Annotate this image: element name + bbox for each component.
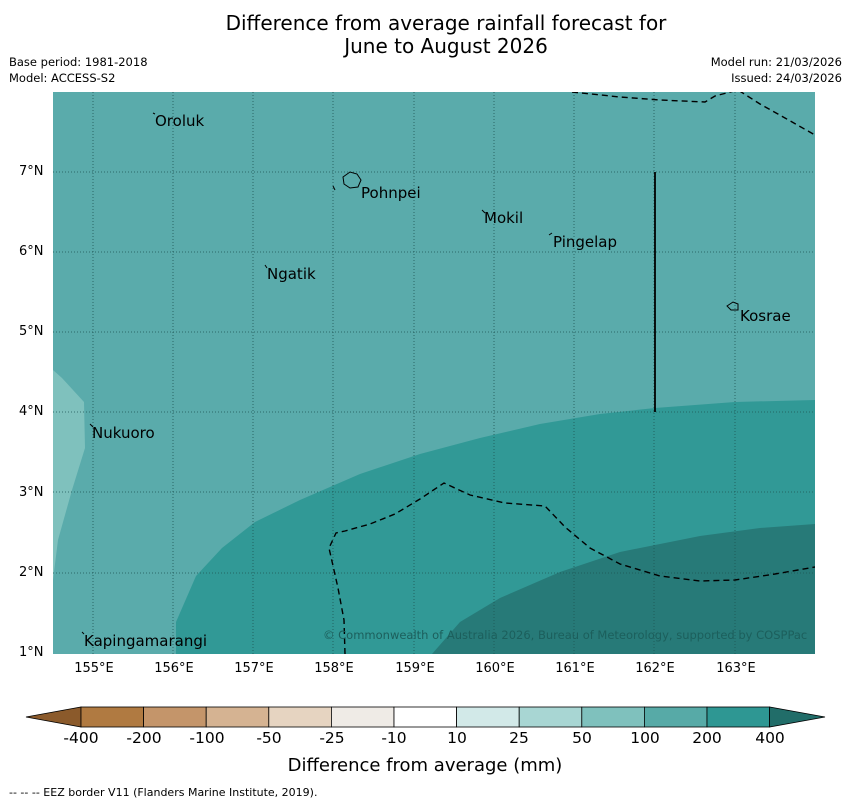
lon-label-161e: 161°E — [555, 661, 595, 676]
place-mokil: Mokil — [484, 209, 524, 227]
cbar-swatch — [393, 706, 457, 728]
cbar-swatch — [518, 706, 583, 728]
band-above-400 — [432, 524, 815, 654]
place-pingelap: Pingelap — [553, 233, 618, 251]
cbar-swatch — [330, 706, 395, 728]
place-oroluk: Oroluk — [155, 112, 205, 130]
lat-label-3n: 3°N — [19, 485, 44, 500]
cbar-swatch — [143, 706, 207, 728]
place-nukuoro: Nukuoro — [92, 424, 155, 442]
place-kapingamarangi: Kapingamarangi — [84, 632, 208, 650]
title-line-1: Difference from average rainfall forecas… — [225, 11, 667, 35]
cbar-swatch — [456, 706, 520, 728]
cbar-tick: 10 — [447, 729, 467, 747]
cbar-tick: 400 — [755, 729, 785, 747]
meta-left: Base period: 1981-2018 Model: ACCESS-S2 — [9, 54, 148, 86]
lat-label-6n: 6°N — [19, 244, 44, 259]
meta-right: Model run: 21/03/2026 Issued: 24/03/2026 — [711, 54, 842, 86]
cbar-swatch — [268, 706, 332, 728]
gridlines — [53, 92, 815, 654]
issued-date: Issued: 24/03/2026 — [731, 71, 842, 85]
cbar-tick: -25 — [319, 729, 345, 747]
cbar-tick: -200 — [126, 729, 162, 747]
cbar-swatch — [706, 706, 770, 728]
footer-legend: -- -- -- EEZ border V11 (Flanders Marine… — [9, 786, 318, 799]
lat-label-5n: 5°N — [19, 324, 44, 339]
pohnpei-island — [342, 171, 362, 189]
place-ngatik: Ngatik — [267, 265, 316, 283]
cbar-swatch — [80, 706, 144, 728]
place-kosrae: Kosrae — [740, 307, 791, 325]
cbar-tick: -10 — [381, 729, 407, 747]
cbar-tick: -50 — [256, 729, 282, 747]
cbar-tick: 100 — [630, 729, 660, 747]
lon-label-163e: 163°E — [716, 661, 756, 676]
place-pohnpei: Pohnpei — [361, 184, 421, 202]
cbar-tick: 50 — [572, 729, 592, 747]
cbar-extend-high — [769, 706, 826, 728]
map-area — [53, 92, 815, 654]
cbar-tick: -100 — [189, 729, 225, 747]
title-line-2: June to August 2026 — [344, 34, 548, 58]
map-title: Difference from average rainfall forecas… — [0, 12, 850, 58]
cbar-swatch — [205, 706, 270, 728]
cbar-extend-low — [25, 706, 82, 728]
lat-label-7n: 7°N — [19, 164, 44, 179]
cbar-swatch — [581, 706, 645, 728]
model-name: Model: ACCESS-S2 — [9, 71, 116, 85]
colorbar-title: Difference from average (mm) — [287, 755, 563, 776]
cbar-swatch — [644, 706, 708, 728]
eez-border — [328, 92, 815, 654]
islands — [81, 112, 739, 635]
lon-label-157e: 157°E — [234, 661, 274, 676]
lon-label-158e: 158°E — [314, 661, 354, 676]
kosrae-island — [726, 301, 739, 311]
lon-label-156e: 156°E — [154, 661, 194, 676]
band-50-100 — [53, 370, 85, 580]
lat-label-2n: 2°N — [19, 565, 44, 580]
lat-label-1n: 1°N — [19, 645, 44, 660]
base-period: Base period: 1981-2018 — [9, 55, 148, 69]
copyright-notice: © Commonwealth of Australia 2026, Bureau… — [323, 628, 808, 642]
cbar-tick: 200 — [692, 729, 722, 747]
lon-label-162e: 162°E — [635, 661, 675, 676]
lon-label-160e: 160°E — [475, 661, 515, 676]
lat-label-4n: 4°N — [19, 404, 44, 419]
lon-label-159e: 159°E — [395, 661, 435, 676]
cbar-tick: -400 — [63, 729, 99, 747]
cbar-tick: 25 — [509, 729, 529, 747]
model-run: Model run: 21/03/2026 — [710, 55, 842, 69]
lon-label-155e: 155°E — [74, 661, 114, 676]
